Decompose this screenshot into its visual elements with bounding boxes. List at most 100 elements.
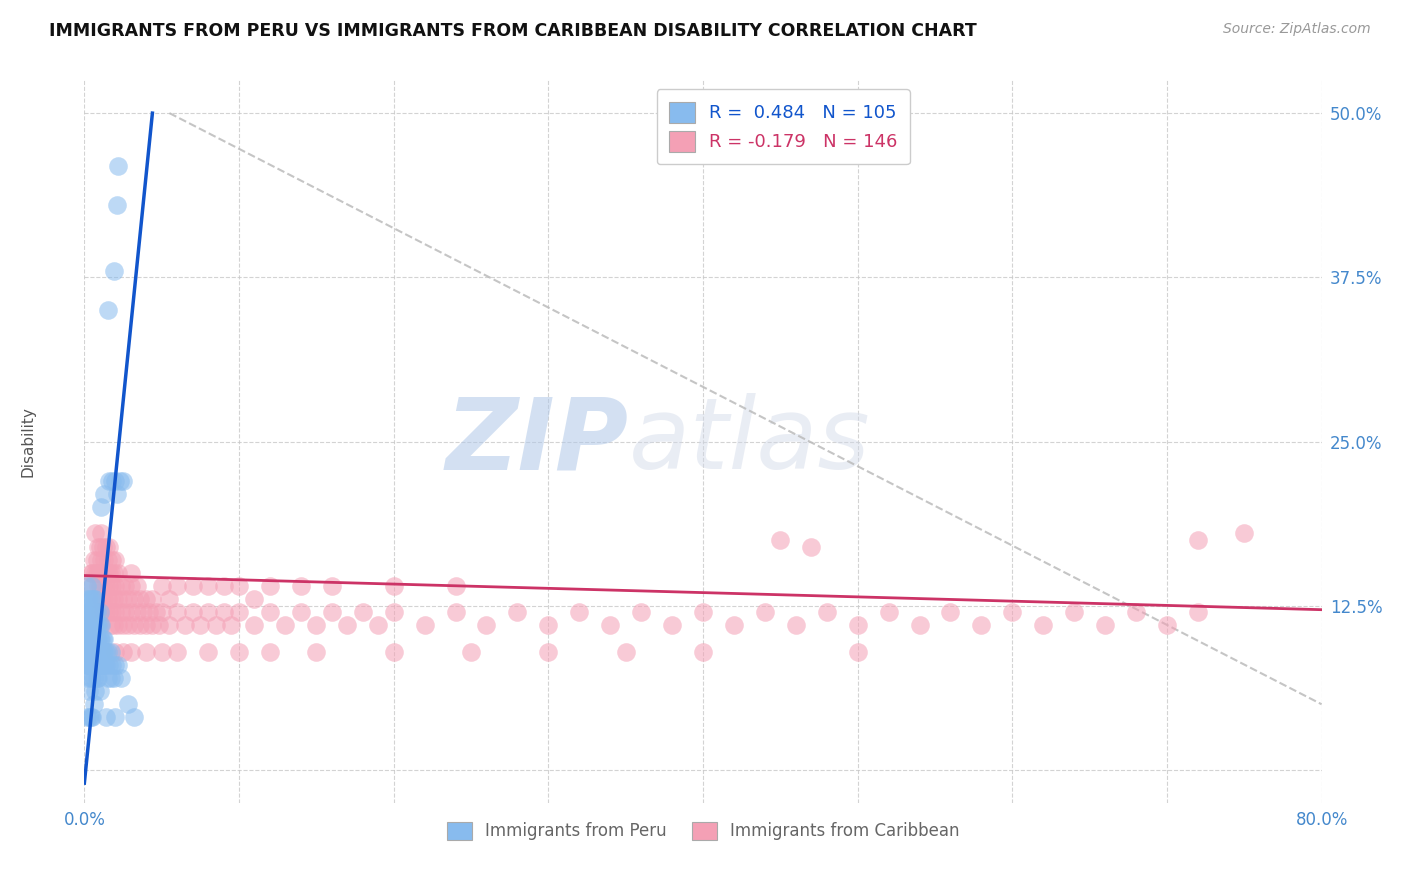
Point xyxy=(614,645,637,659)
Point xyxy=(86,645,108,659)
Point xyxy=(138,605,160,619)
Point xyxy=(96,566,118,580)
Point xyxy=(228,645,250,659)
Point xyxy=(90,526,112,541)
Point xyxy=(79,592,101,607)
Point xyxy=(76,632,98,646)
Point xyxy=(100,592,122,607)
Point xyxy=(188,618,211,632)
Point xyxy=(76,657,98,672)
Point xyxy=(599,618,621,632)
Point xyxy=(101,553,124,567)
Point xyxy=(83,657,105,672)
Point xyxy=(120,645,142,659)
Point xyxy=(77,605,100,619)
Point xyxy=(129,618,152,632)
Point xyxy=(104,657,127,672)
Point xyxy=(83,592,105,607)
Point xyxy=(274,618,297,632)
Point xyxy=(89,684,111,698)
Point xyxy=(75,645,97,659)
Point xyxy=(661,618,683,632)
Point xyxy=(89,605,111,619)
Point xyxy=(93,632,115,646)
Point xyxy=(82,710,104,724)
Point xyxy=(150,645,173,659)
Point xyxy=(77,618,100,632)
Point xyxy=(367,618,389,632)
Point xyxy=(82,671,104,685)
Point xyxy=(91,645,114,659)
Point xyxy=(122,592,145,607)
Point xyxy=(84,618,107,632)
Point xyxy=(181,579,204,593)
Point xyxy=(877,605,900,619)
Point xyxy=(96,592,118,607)
Point xyxy=(87,671,110,685)
Point xyxy=(1063,605,1085,619)
Point xyxy=(444,605,467,619)
Point xyxy=(197,579,219,593)
Point xyxy=(90,592,112,607)
Point xyxy=(91,540,114,554)
Point xyxy=(76,605,98,619)
Point xyxy=(84,526,107,541)
Point xyxy=(219,618,242,632)
Point xyxy=(82,579,104,593)
Point xyxy=(98,474,121,488)
Point xyxy=(110,671,132,685)
Point xyxy=(93,657,115,672)
Point xyxy=(90,553,112,567)
Point xyxy=(89,566,111,580)
Point xyxy=(90,657,112,672)
Point xyxy=(259,579,281,593)
Point xyxy=(815,605,838,619)
Point xyxy=(769,533,792,547)
Point xyxy=(98,540,121,554)
Point xyxy=(84,592,107,607)
Point xyxy=(174,618,197,632)
Point xyxy=(132,605,155,619)
Point xyxy=(76,671,98,685)
Point xyxy=(537,618,560,632)
Point xyxy=(94,605,117,619)
Point xyxy=(87,645,110,659)
Point xyxy=(100,618,122,632)
Point xyxy=(77,657,100,672)
Point xyxy=(89,645,111,659)
Point xyxy=(1187,533,1209,547)
Point xyxy=(77,684,100,698)
Point xyxy=(87,632,110,646)
Point xyxy=(103,592,125,607)
Point xyxy=(107,592,129,607)
Point xyxy=(117,618,139,632)
Point xyxy=(150,579,173,593)
Point xyxy=(110,579,132,593)
Point xyxy=(846,618,869,632)
Point xyxy=(107,618,129,632)
Point xyxy=(1125,605,1147,619)
Point xyxy=(475,618,498,632)
Point xyxy=(104,474,127,488)
Point xyxy=(76,645,98,659)
Point xyxy=(82,645,104,659)
Point xyxy=(94,566,117,580)
Point xyxy=(117,698,139,712)
Point xyxy=(79,566,101,580)
Point xyxy=(290,579,312,593)
Point xyxy=(75,657,97,672)
Point xyxy=(145,605,167,619)
Point xyxy=(259,605,281,619)
Point xyxy=(101,474,124,488)
Point xyxy=(87,618,110,632)
Point xyxy=(84,657,107,672)
Point xyxy=(83,553,105,567)
Point xyxy=(101,657,124,672)
Point xyxy=(79,671,101,685)
Y-axis label: Disability: Disability xyxy=(21,406,35,477)
Point xyxy=(104,605,127,619)
Point xyxy=(243,618,266,632)
Point xyxy=(800,540,823,554)
Point xyxy=(103,566,125,580)
Point xyxy=(122,618,145,632)
